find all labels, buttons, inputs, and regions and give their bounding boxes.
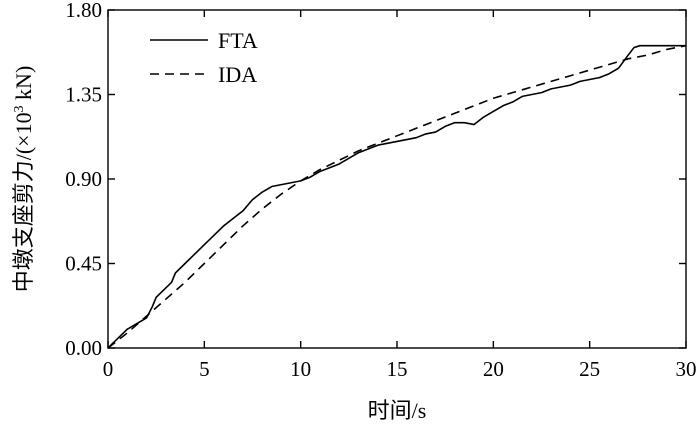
series-line-ida <box>107 44 687 349</box>
plot-area <box>107 44 687 349</box>
legend-label-fta: FTA <box>218 28 258 53</box>
plot-frame <box>107 9 687 349</box>
y-axis-label: 中墩支座剪力/(×103 kN) <box>11 66 36 293</box>
y-tick-label: 0.90 <box>65 167 102 191</box>
axes: 0 5 10 15 20 25 30 0.00 0.45 0.90 1.35 1.80 时间/s 中墩支座… <box>11 0 697 423</box>
x-tick-label: 15 <box>387 357 408 381</box>
y-tick-label: 1.80 <box>65 0 102 22</box>
x-tick-label: 20 <box>483 357 504 381</box>
y-tick-label: 0.45 <box>65 252 102 276</box>
y-tick-label: 0.00 <box>65 336 102 360</box>
series-line-fta <box>107 44 686 349</box>
x-tick-label: 30 <box>676 357 697 381</box>
x-axis-label: 时间/s <box>368 398 427 423</box>
x-tick-label: 10 <box>290 357 311 381</box>
x-tick-label: 5 <box>199 357 210 381</box>
x-tick-label: 0 <box>103 357 114 381</box>
legend-label-ida: IDA <box>218 62 257 87</box>
x-tick-label: 25 <box>579 357 600 381</box>
legend: FTA IDA <box>150 28 258 87</box>
y-tick-label: 1.35 <box>65 83 102 107</box>
